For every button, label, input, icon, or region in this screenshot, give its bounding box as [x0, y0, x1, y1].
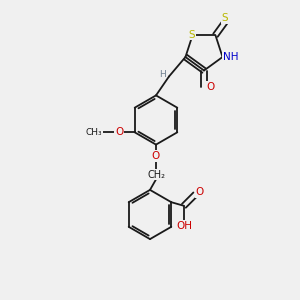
Text: S: S	[189, 30, 195, 40]
Text: H: H	[159, 70, 166, 79]
Text: O: O	[206, 82, 215, 92]
Text: S: S	[222, 13, 229, 23]
Text: CH₃: CH₃	[85, 128, 102, 137]
Text: O: O	[115, 127, 123, 137]
Text: OH: OH	[176, 220, 193, 231]
Text: NH: NH	[223, 52, 239, 62]
Text: CH₂: CH₂	[147, 169, 165, 180]
Text: O: O	[152, 151, 160, 161]
Text: O: O	[196, 187, 204, 197]
